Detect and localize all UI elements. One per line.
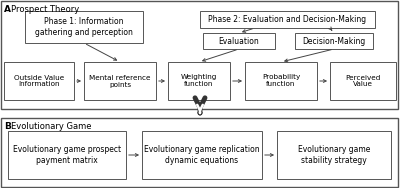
FancyBboxPatch shape xyxy=(4,62,74,100)
Text: Evaluation: Evaluation xyxy=(219,36,259,45)
FancyBboxPatch shape xyxy=(330,62,396,100)
FancyBboxPatch shape xyxy=(25,11,143,43)
FancyBboxPatch shape xyxy=(245,62,317,100)
Text: Evolutionary Game: Evolutionary Game xyxy=(11,122,92,131)
Text: Evolutionary game prospect
payment matrix: Evolutionary game prospect payment matri… xyxy=(13,145,121,165)
Text: Decision-Making: Decision-Making xyxy=(302,36,366,45)
Text: A: A xyxy=(4,5,11,14)
FancyBboxPatch shape xyxy=(168,62,230,100)
Text: Evolutionary game
stability strategy: Evolutionary game stability strategy xyxy=(298,145,370,165)
Text: Weighting
function: Weighting function xyxy=(181,74,217,87)
Text: Phase 2: Evaluation and Decision-Making: Phase 2: Evaluation and Decision-Making xyxy=(208,15,366,24)
Text: B: B xyxy=(4,122,11,131)
Text: Phase 1: Information
gathering and perception: Phase 1: Information gathering and perce… xyxy=(35,17,133,37)
FancyBboxPatch shape xyxy=(84,62,156,100)
FancyBboxPatch shape xyxy=(203,33,275,49)
FancyBboxPatch shape xyxy=(277,131,391,179)
Text: Prospect Theory: Prospect Theory xyxy=(11,5,79,14)
FancyBboxPatch shape xyxy=(295,33,373,49)
Text: Perceived
Value: Perceived Value xyxy=(345,74,381,87)
Text: Probability
function: Probability function xyxy=(262,74,300,87)
Text: Outside Value
Information: Outside Value Information xyxy=(14,74,64,87)
FancyBboxPatch shape xyxy=(1,118,398,187)
FancyBboxPatch shape xyxy=(200,11,375,28)
Text: Mental reference
points: Mental reference points xyxy=(89,74,151,87)
FancyBboxPatch shape xyxy=(8,131,126,179)
FancyBboxPatch shape xyxy=(142,131,262,179)
Text: Evolutionary game replication
dynamic equations: Evolutionary game replication dynamic eq… xyxy=(144,145,260,165)
FancyBboxPatch shape xyxy=(1,1,398,109)
